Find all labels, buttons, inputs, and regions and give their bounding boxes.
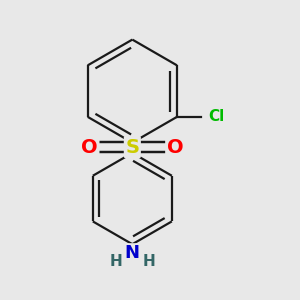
Text: H: H (110, 254, 122, 269)
Text: O: O (167, 138, 183, 157)
Text: H: H (142, 254, 155, 269)
Text: S: S (125, 138, 139, 157)
Text: N: N (125, 244, 140, 262)
Text: Cl: Cl (208, 110, 224, 124)
Text: O: O (81, 138, 98, 157)
